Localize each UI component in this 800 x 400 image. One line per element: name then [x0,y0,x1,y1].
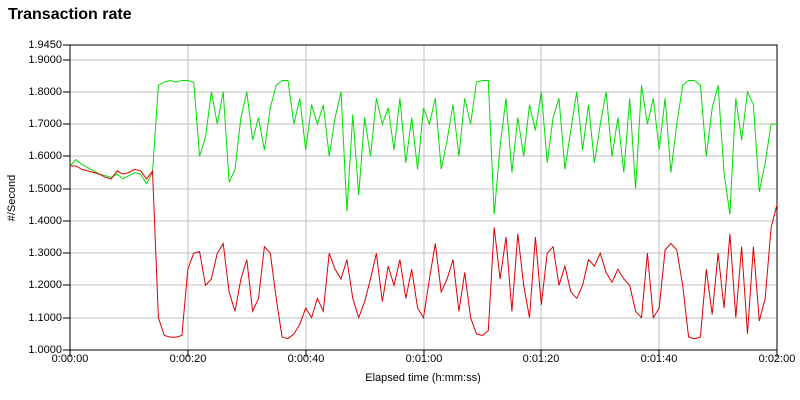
x-tick-label: 0:01:40 [640,353,678,365]
x-axis-title: Elapsed time (h:mm:ss) [365,372,481,384]
y-tick-label: 1.7000 [28,118,62,130]
plot-border [69,44,778,351]
y-tick-label: 1.4000 [28,215,62,227]
x-tick-label: 0:01:20 [522,353,560,365]
x-tick-label: 0:02:00 [758,353,796,365]
y-tick-label: 1.9000 [28,54,62,66]
y-tick-label: 1.2000 [28,279,62,291]
series-line-red [70,165,778,340]
y-tick-label: 1.6000 [28,150,62,162]
y-tick-label: 1.1000 [28,312,62,324]
y-tick-label: 1.9450 [28,39,62,51]
page-title: Transaction rate [8,6,132,23]
y-tick-label: 1.8000 [28,86,62,98]
y-tick-label: 1.5000 [28,183,62,195]
y-tick-label: 1.3000 [28,247,62,259]
x-tick-label: 0:00:40 [287,353,325,365]
y-tick-label: 1.0000 [28,344,62,356]
series-line-green [69,79,777,215]
x-tick-label: 0:01:00 [405,353,443,365]
x-tick-label: 0:00:20 [169,353,207,365]
x-tick-label: 0:00:00 [51,353,89,365]
